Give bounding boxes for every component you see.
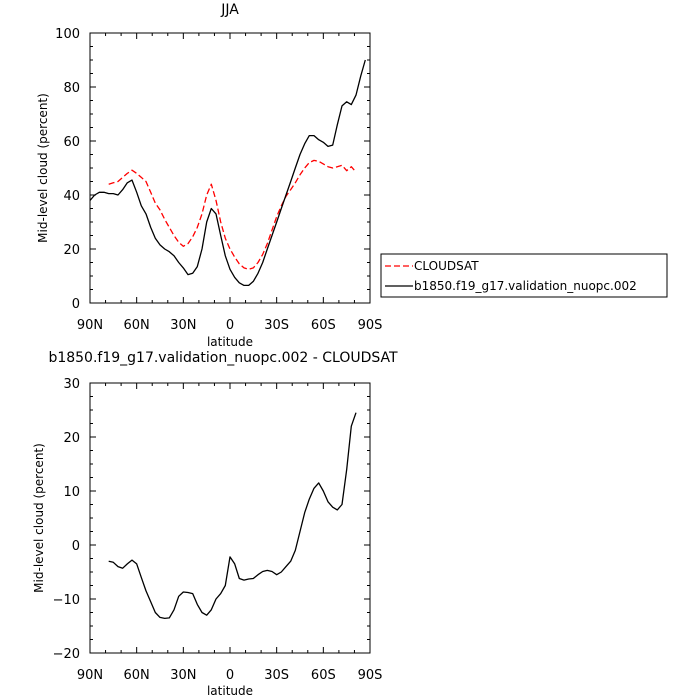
chart-2-x-tick-label: 60N [124, 668, 150, 683]
legend-label-cloudsat: CLOUDSAT [414, 259, 479, 273]
chart-1-y-tick-label: 100 [55, 27, 80, 42]
chart-1-x-axis-label: latitude [207, 335, 253, 349]
chart-1-x-tick-label: 90S [358, 318, 383, 333]
legend-label-model: b1850.f19_g17.validation_nuopc.002 [414, 279, 637, 293]
chart-2-x-tick-label: 30S [264, 668, 289, 683]
chart-2-y-tick-label: 20 [63, 431, 80, 446]
chart-1-x-tick-label: 60N [124, 318, 150, 333]
chart-1-y-axis-label: Mid-level cloud (percent) [36, 93, 50, 243]
chart-1-y-tick-label: 0 [72, 297, 80, 312]
chart-2-x-tick-label: 0 [226, 668, 234, 683]
chart-1-y-tick-label: 80 [63, 81, 80, 96]
chart-1-y-tick-label: 60 [63, 135, 80, 150]
chart-1-x-tick-label: 90N [77, 318, 103, 333]
chart-2-y-axis-label: Mid-level cloud (percent) [32, 443, 46, 593]
chart-2-title: b1850.f19_g17.validation_nuopc.002 - CLO… [48, 350, 398, 366]
chart-2-y-tick-label: 30 [63, 377, 80, 392]
chart-1-legend: CLOUDSAT b1850.f19_g17.validation_nuopc.… [380, 253, 668, 298]
chart-1-x-tick-label: 60S [311, 318, 336, 333]
chart-2-y-tick-label: 10 [63, 485, 80, 500]
chart-1-x-tick-label: 0 [226, 318, 234, 333]
chart-1-title: JJA [220, 2, 239, 18]
chart-2-x-tick-label: 30N [170, 668, 196, 683]
chart-2-x-tick-label: 90S [358, 668, 383, 683]
legend-frame [380, 253, 668, 298]
chart-2-series-line-difference [108, 412, 357, 620]
chart-1-plot-area: 90N 60N 30N 0 30S 60S 90S 0 20 40 60 80 100 [55, 27, 382, 333]
chart-1-frame [89, 32, 371, 304]
chart-2-x-tick-label: 60S [311, 668, 336, 683]
chart-2-plot-area: 90N 60N 30N 0 30S 60S 90S −20 −10 0 10 20 30 [53, 377, 383, 683]
chart-1-y-tick-label: 40 [63, 189, 80, 204]
chart-2-x-axis-label: latitude [207, 684, 253, 698]
chart-2-y-tick-label: −10 [53, 593, 80, 608]
chart-2-frame [89, 382, 371, 654]
chart-2-y-tick-label: −20 [53, 647, 80, 662]
chart-1-series-line-cloudsat [108, 159, 357, 270]
chart-1-y-tick-label: 20 [63, 243, 80, 258]
chart-1-x-tick-label: 30S [264, 318, 289, 333]
chart-2-y-tick-label: 0 [72, 539, 80, 554]
chart-2-x-tick-label: 90N [77, 668, 103, 683]
chart-1-x-tick-label: 30N [170, 318, 196, 333]
chart-1-series-line-model [89, 59, 366, 287]
